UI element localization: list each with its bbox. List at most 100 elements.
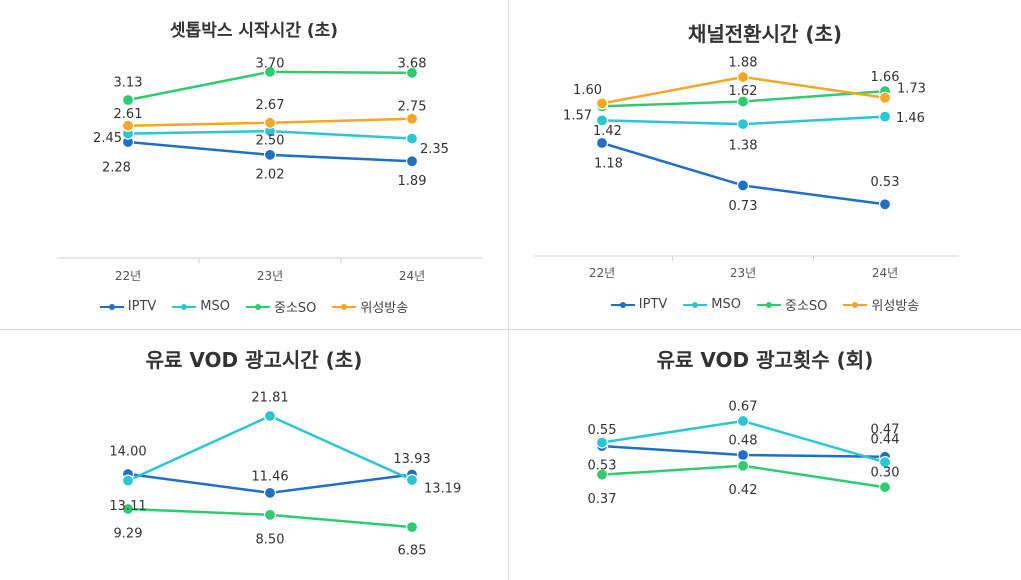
data-label: 1.89 [398,174,427,189]
data-point [878,110,892,123]
data-label: 2.50 [256,134,285,149]
data-point [878,481,892,494]
chart-title: 유료 VOD 광고시간 (초) [145,348,363,372]
data-label: 3.68 [398,56,427,71]
data-point [121,502,135,516]
legend-swatch [843,301,868,308]
x-tick-label: 24년 [399,269,425,283]
legend-label: 위성방송 [871,299,920,314]
chart-plot: 22년 23년 24년 1.18 0.73 0.53 1.42 1.38 1.46 1.57 1.6… [534,56,959,280]
data-point [263,486,277,499]
data-point [121,93,135,107]
data-point [736,459,750,472]
data-label: 3.70 [256,56,285,71]
data-point [263,148,277,161]
data-point [121,119,135,132]
data-point [405,520,419,534]
data-label: 1.57 [563,109,592,124]
legend-label: 중소SO [784,299,828,314]
data-point [595,468,609,481]
data-point [263,508,277,521]
legend-label: MSO [711,297,741,312]
data-label: 1.46 [896,111,925,126]
data-point [595,436,609,449]
data-label: 2.61 [114,107,143,122]
data-label: 0.30 [871,466,900,481]
legend-swatch [756,301,781,308]
data-point [263,409,277,423]
chart-plot: 0.53 0.48 0.47 0.55 0.67 0.44 0.37 0.42 0.30 [588,400,900,508]
data-label: 8.50 [256,532,285,547]
legend-swatch [610,301,635,308]
chart-title: 유료 VOD 광고횟수 (회) [656,348,874,372]
vertical-divider [508,0,509,580]
data-point [736,70,750,84]
legend-item: IPTV [99,297,156,316]
legend-item: 위성방송 [843,295,919,314]
legend-swatch [245,303,270,310]
legend-swatch [332,303,357,310]
data-label: 0.42 [729,483,758,498]
data-label: 1.66 [871,70,900,85]
data-point [736,414,750,428]
data-point [595,97,609,110]
chart-legend: IPTV MSO 중소SO 위성방송 [509,295,1021,314]
data-label: 1.73 [897,82,926,97]
chart-legend: IPTV MSO 중소SO 위성방송 [0,297,508,316]
chart-plot: 22년 23년 24년 2.28 2.02 1.89 2.45 2.50 2.35 3.13 3.7… [57,56,482,283]
data-label: 1.38 [729,139,758,154]
data-label: 6.85 [398,544,427,559]
data-label: 0.53 [588,459,617,474]
data-label: 3.13 [114,76,143,91]
chart-title: 채널전환시간 (초) [687,22,843,46]
x-tick-label: 24년 [872,266,898,280]
data-label: 0.67 [729,400,758,415]
legend-item: 위성방송 [332,297,408,316]
data-label: 0.48 [729,434,758,449]
x-tick-label: 22년 [589,266,615,280]
data-label: 2.28 [102,161,131,176]
data-point [736,118,750,131]
data-label: 21.81 [251,391,288,406]
chart-settop-start-time: 셋톱박스 시작시간 (초) 22년 23년 24년 2.28 2.02 1.89 2.45 2… [0,0,508,329]
data-point [878,198,892,211]
horizontal-divider [0,329,1021,330]
data-point [405,155,419,168]
legend-swatch [99,303,124,310]
data-point [878,91,892,104]
legend-item: 중소SO [756,295,828,314]
data-point [405,132,419,145]
data-label: 2.67 [256,98,285,113]
legend-label: MSO [200,299,230,314]
legend-label: IPTV [638,297,668,312]
data-label: 2.02 [256,167,285,182]
data-label: 0.44 [871,433,900,448]
data-label: 0.47 [871,422,900,437]
chart-vod-ad-time: 유료 VOD 광고시간 (초) 14.00 11.46 13.93 13.11 21.8… [0,330,508,580]
data-point [405,473,419,487]
legend-label: 위성방송 [360,301,409,316]
data-point [405,112,419,125]
data-label: 9.29 [114,526,143,541]
legend-item: MSO [683,295,741,314]
legend-swatch [683,301,708,308]
chart-title: 셋톱박스 시작시간 (초) [169,21,339,41]
data-point [405,66,419,79]
data-label: 11.46 [251,469,288,484]
data-label: 2.35 [420,142,449,157]
data-label: 1.62 [729,84,758,99]
data-label: 0.37 [588,492,617,507]
data-point [736,179,750,192]
legend-label: 중소SO [273,301,317,316]
x-tick-label: 23년 [257,269,283,283]
data-label: 0.53 [871,175,900,190]
legend-item: 중소SO [245,297,317,316]
data-label: 0.73 [729,199,758,214]
data-label: 13.11 [109,499,146,514]
data-label: 13.19 [424,482,461,497]
data-label: 0.55 [588,423,617,438]
data-label: 1.42 [593,124,622,139]
data-point [121,474,135,487]
legend-item: MSO [172,297,230,316]
data-label: 13.93 [393,452,430,467]
